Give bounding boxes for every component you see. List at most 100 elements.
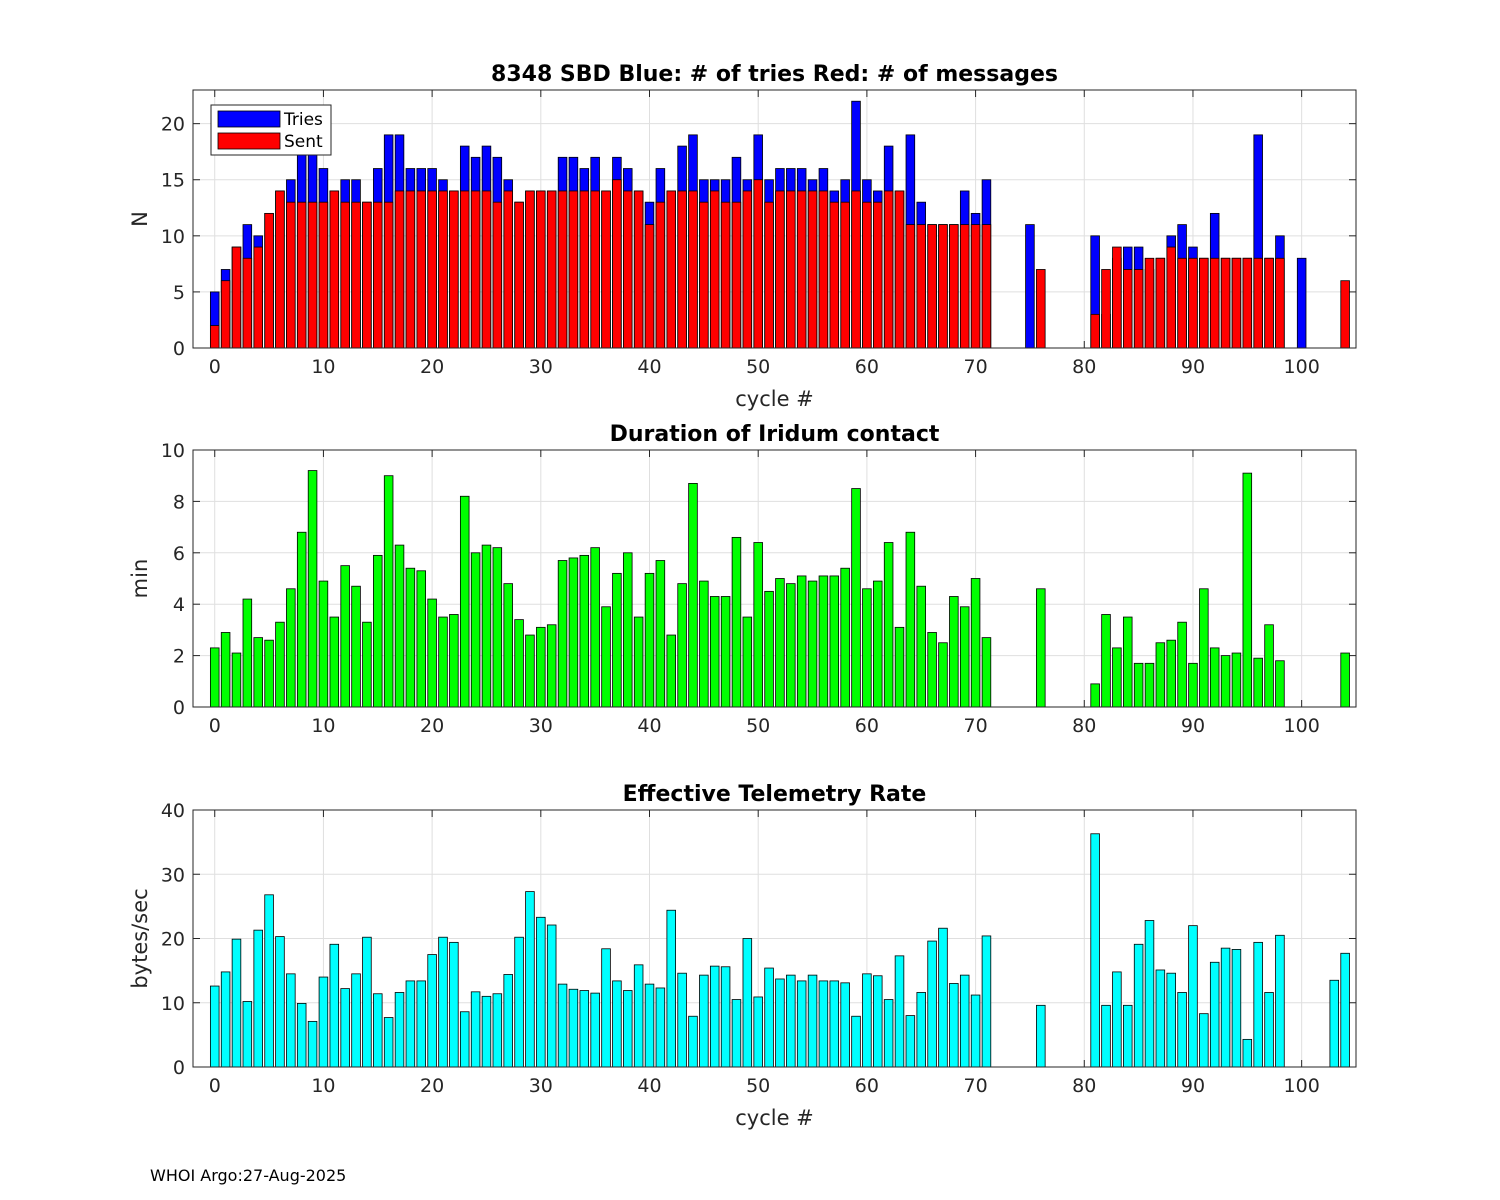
sent-bar	[1036, 269, 1046, 349]
rate-bar	[470, 991, 481, 1068]
sent-bar	[1253, 257, 1263, 349]
x-axis-label: cycle #	[735, 387, 814, 411]
duration-bar	[959, 606, 970, 708]
sent-bar	[1123, 269, 1133, 349]
rate-bar	[720, 966, 731, 1068]
y-tick-label: 40	[161, 800, 185, 822]
y-axis-label: N	[128, 211, 152, 227]
rate-bar	[786, 974, 796, 1068]
duration-bar	[623, 552, 633, 708]
rate-bar	[546, 924, 557, 1068]
sent-bar	[340, 201, 350, 349]
sent-bar	[873, 201, 883, 349]
rate-bar	[579, 990, 590, 1068]
sent-bar	[220, 280, 231, 349]
rate-bar	[764, 967, 774, 1068]
duration-bar	[720, 596, 731, 708]
duration-bar	[655, 560, 666, 708]
rate-bar	[829, 980, 840, 1068]
rate-bar	[623, 990, 633, 1068]
duration-bar	[557, 560, 568, 708]
sent-bar	[1209, 257, 1220, 349]
sent-bar	[894, 190, 905, 349]
x-tick-label: 100	[1284, 356, 1320, 378]
sent-bar	[405, 190, 416, 349]
x-tick-label: 70	[963, 356, 987, 378]
duration-bar	[1220, 655, 1231, 708]
rate-bar	[807, 974, 818, 1068]
sent-bar	[1231, 257, 1242, 349]
sent-bar	[916, 224, 926, 349]
sent-bar	[318, 201, 329, 349]
rate-bar	[1199, 1013, 1209, 1068]
duration-bar	[394, 544, 405, 708]
duration-bar	[514, 619, 524, 708]
rate-bar	[253, 929, 263, 1068]
duration-bar	[709, 596, 720, 708]
duration-bar	[840, 567, 850, 708]
x-tick-label: 0	[209, 1075, 221, 1097]
rate-bar	[949, 983, 959, 1068]
sent-bar	[242, 257, 253, 349]
duration-bar	[742, 616, 753, 708]
duration-bar	[1133, 662, 1144, 708]
bars	[209, 470, 1350, 708]
sent-bar	[677, 190, 687, 349]
rate-bar	[688, 1015, 698, 1068]
sent-bar	[416, 190, 426, 349]
rate-bar	[362, 936, 372, 1068]
x-tick-label: 10	[311, 715, 335, 737]
duration-bar	[546, 624, 557, 708]
duration-bar	[383, 475, 394, 708]
duration-bar	[329, 616, 340, 708]
duration-bar	[220, 632, 231, 708]
duration-bar	[1036, 588, 1046, 708]
x-tick-label: 60	[855, 715, 879, 737]
sent-bar	[949, 224, 959, 349]
duration-bar	[438, 616, 448, 708]
rate-bar	[1220, 947, 1231, 1068]
sent-bar	[568, 190, 579, 349]
x-tick-label: 50	[746, 1075, 770, 1097]
chart-title: Duration of Iridum contact	[610, 422, 940, 447]
sent-bar	[1242, 257, 1253, 349]
rate-bar	[601, 948, 611, 1068]
rate-bar	[905, 1015, 916, 1068]
sent-bar	[764, 201, 774, 349]
duration-bar	[633, 616, 644, 708]
rate-bar	[633, 964, 644, 1068]
rate-bar	[525, 891, 535, 1068]
sent-bar	[775, 190, 785, 349]
duration-bar	[688, 483, 698, 708]
duration-bar	[1123, 616, 1133, 708]
rate-bar	[481, 995, 492, 1068]
sent-bar	[1112, 246, 1122, 349]
sent-bar	[938, 224, 948, 349]
rate-bar	[416, 980, 426, 1068]
duration-bar	[1112, 647, 1122, 708]
rate-bar	[1329, 979, 1340, 1068]
y-tick-label: 20	[161, 114, 185, 136]
rate-bar	[731, 999, 742, 1068]
duration-panel: 0 10 20 30 40 50 60 70 80 90 100 0 2 4 6 8 10 Duration of…	[128, 422, 1357, 737]
sent-bar	[851, 190, 861, 349]
rate-bar	[242, 1001, 253, 1068]
duration-bar	[786, 583, 796, 708]
rate-bar	[1264, 992, 1274, 1068]
sent-bar	[981, 224, 992, 349]
sent-bar	[307, 201, 318, 349]
y-tick-label: 5	[173, 282, 185, 304]
axes-frame	[192, 89, 1357, 349]
y-axis-label: bytes/sec	[128, 888, 152, 988]
y-tick-label: 0	[173, 338, 185, 360]
duration-bar	[1231, 652, 1242, 708]
sent-bar	[209, 325, 220, 349]
x-tick-label: 20	[420, 1075, 444, 1097]
rate-bar	[753, 996, 763, 1068]
rate-bar	[916, 992, 926, 1068]
rate-bar	[927, 940, 937, 1068]
x-tick-label: 100	[1284, 715, 1320, 737]
x-tick-label: 90	[1181, 1075, 1205, 1097]
sent-bar	[720, 201, 731, 349]
